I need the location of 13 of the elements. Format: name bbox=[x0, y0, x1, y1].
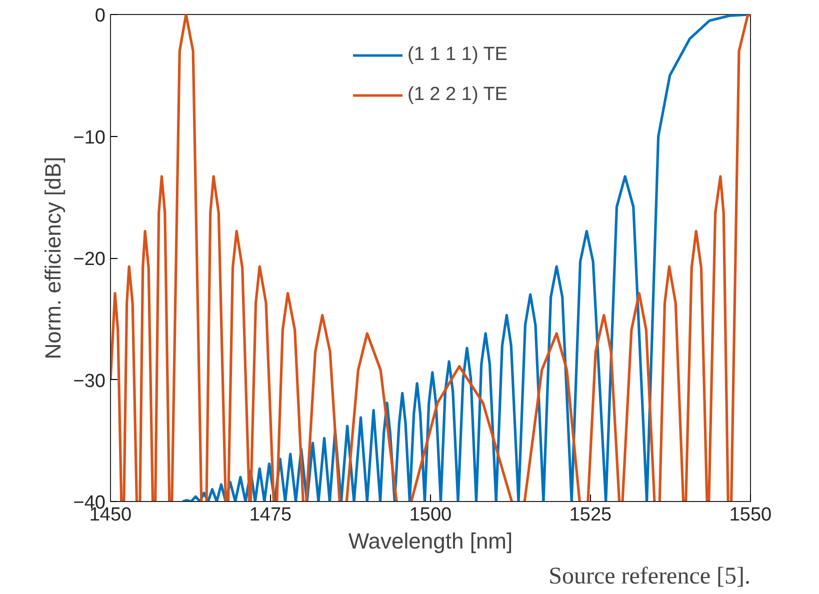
x-tick-label: 1500 bbox=[409, 504, 452, 526]
y-axis-title: Norm. efficiency [dB] bbox=[40, 156, 66, 360]
source-note: Source reference [5]. bbox=[548, 564, 751, 590]
x-tick-label: 1475 bbox=[249, 504, 292, 526]
legend-label: (1 1 1 1) TE bbox=[408, 44, 508, 66]
y-tick-label: −30 bbox=[73, 370, 106, 392]
y-tick-label: −20 bbox=[73, 249, 106, 270]
x-axis-title: Wavelength [nm] bbox=[348, 528, 513, 554]
y-tick-label: −10 bbox=[73, 127, 106, 148]
x-tick-label: 1525 bbox=[569, 504, 612, 526]
x-tick-label: 1550 bbox=[729, 504, 772, 526]
y-tick-label: 0 bbox=[94, 6, 106, 26]
legend-label: (1 2 2 1) TE bbox=[408, 84, 508, 106]
